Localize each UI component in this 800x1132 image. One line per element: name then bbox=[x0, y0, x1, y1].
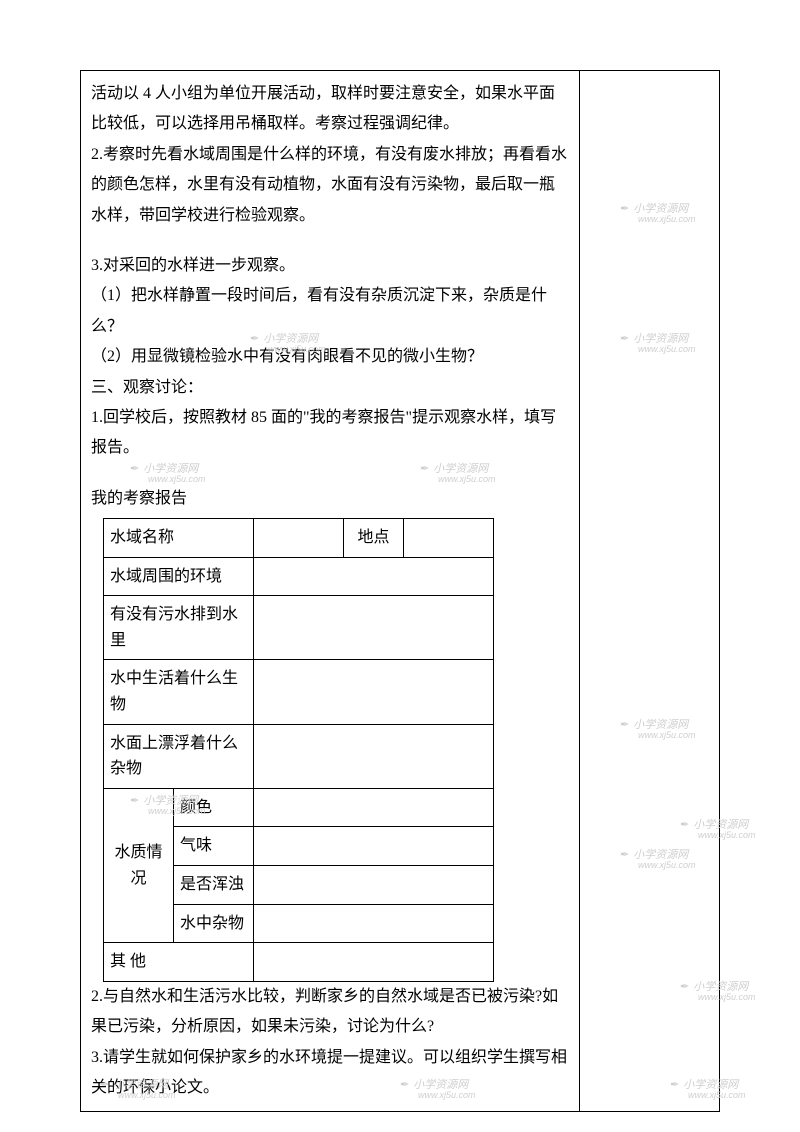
paragraph-3: 3.对采回的水样进一步观察。 bbox=[91, 251, 569, 281]
cell-organism-label: 水中生活着什么生物 bbox=[104, 660, 254, 724]
cell-sewage-value bbox=[254, 596, 494, 660]
table-row: 水域周围的环境 bbox=[104, 557, 494, 596]
cell-sewage-label: 有没有污水排到水里 bbox=[104, 596, 254, 660]
paragraph-1: 活动以 4 人小组为单位开展活动，取样时要注意安全，如果水平面比较低，可以选择用… bbox=[91, 79, 569, 140]
cell-color-label: 颜色 bbox=[174, 788, 254, 827]
cell-water-name-label: 水域名称 bbox=[104, 519, 254, 558]
cell-floating-value bbox=[254, 724, 494, 788]
outer-layout-table: 活动以 4 人小组为单位开展活动，取样时要注意安全，如果水平面比较低，可以选择用… bbox=[80, 70, 720, 1112]
table-row: 其 他 bbox=[104, 943, 494, 982]
cell-color-value bbox=[254, 788, 494, 827]
table-row: 水面上漂浮着什么杂物 bbox=[104, 724, 494, 788]
cell-environment-value bbox=[254, 557, 494, 596]
cell-location-label: 地点 bbox=[344, 519, 404, 558]
cell-impurity-label: 水中杂物 bbox=[174, 904, 254, 943]
spacer bbox=[91, 464, 569, 484]
table-row: 水域名称 地点 bbox=[104, 519, 494, 558]
paragraph-2: 2.考察时先看水域周围是什么样的环境，有没有废水排放；再看看水的颜色怎样，水里有… bbox=[91, 140, 569, 231]
cell-location-value bbox=[404, 519, 494, 558]
cell-water-name-value bbox=[254, 519, 344, 558]
cell-other-label: 其 他 bbox=[104, 943, 254, 982]
paragraph-4: （1）把水样静置一段时间后，看有没有杂质沉淀下来，杂质是什么？ bbox=[91, 281, 569, 342]
table-row: 水质情况 颜色 bbox=[104, 788, 494, 827]
cell-other-value bbox=[254, 943, 494, 982]
cell-smell-value bbox=[254, 827, 494, 866]
paragraph-7: 1.回学校后，按照教材 85 面的"我的考察报告"提示观察水样，填写报告。 bbox=[91, 403, 569, 464]
cell-smell-label: 气味 bbox=[174, 827, 254, 866]
table-row: 有没有污水排到水里 bbox=[104, 596, 494, 660]
paragraph-9: 3.请学生就如何保护家乡的水环境提一提建议。可以组织学生撰写相关的环保小论文。 bbox=[91, 1043, 569, 1104]
report-table: 水域名称 地点 水域周围的环境 有没有污水排到水里 水中生活着什么生 bbox=[103, 518, 494, 982]
cell-quality-label: 水质情况 bbox=[104, 788, 174, 942]
table-row: 水中生活着什么生物 bbox=[104, 660, 494, 724]
page: 活动以 4 人小组为单位开展活动，取样时要注意安全，如果水平面比较低，可以选择用… bbox=[0, 0, 800, 1132]
cell-floating-label: 水面上漂浮着什么杂物 bbox=[104, 724, 254, 788]
paragraph-8: 2.与自然水和生活污水比较，判断家乡的自然水域是否已被污染?如果已污染，分析原因… bbox=[91, 982, 569, 1043]
cell-organism-value bbox=[254, 660, 494, 724]
report-title: 我的考察报告 bbox=[91, 484, 569, 514]
cell-impurity-value bbox=[254, 904, 494, 943]
side-notes-cell bbox=[580, 71, 720, 1112]
paragraph-5: （2）用显微镜检验水中有没有肉眼看不见的微小生物？ bbox=[91, 342, 569, 372]
main-content-cell: 活动以 4 人小组为单位开展活动，取样时要注意安全，如果水平面比较低，可以选择用… bbox=[81, 71, 580, 1112]
cell-turbid-label: 是否浑浊 bbox=[174, 866, 254, 905]
spacer bbox=[91, 231, 569, 251]
cell-turbid-value bbox=[254, 866, 494, 905]
paragraph-6: 三、观察讨论： bbox=[91, 373, 569, 403]
cell-environment-label: 水域周围的环境 bbox=[104, 557, 254, 596]
